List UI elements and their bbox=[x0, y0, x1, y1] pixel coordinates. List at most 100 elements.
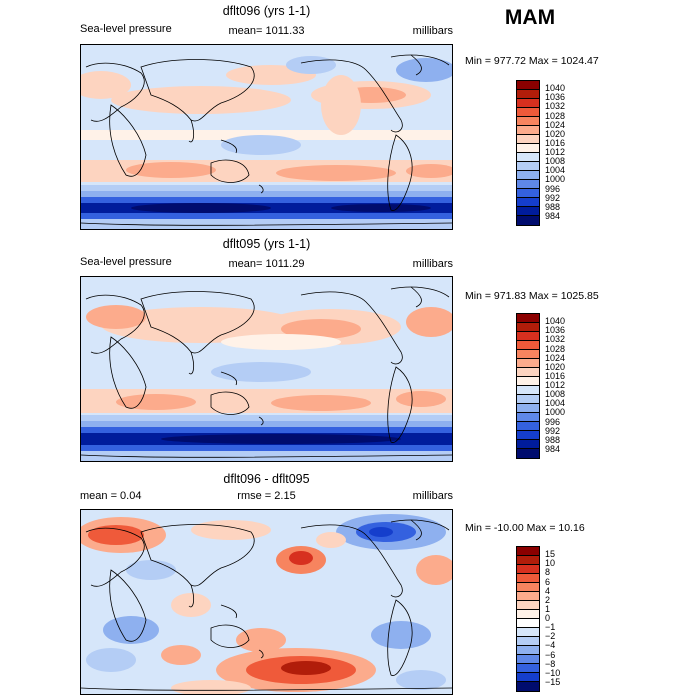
colorbar-swatch bbox=[517, 565, 539, 574]
colorbar-swatch bbox=[517, 207, 539, 216]
panel-2-colorbar bbox=[516, 313, 540, 459]
colorbar-label: −8 bbox=[545, 658, 556, 669]
colorbar-label: 4 bbox=[545, 585, 551, 596]
colorbar-swatch bbox=[517, 189, 539, 198]
panel-3-minmax: Min = -10.00 Max = 10.16 bbox=[465, 522, 585, 534]
panel-1-colorbar bbox=[516, 80, 540, 226]
colorbar-label: 996 bbox=[545, 416, 561, 427]
panel-3-map bbox=[80, 509, 453, 695]
colorbar-swatch bbox=[517, 556, 539, 565]
colorbar-swatch bbox=[517, 449, 539, 458]
colorbar-swatch bbox=[517, 81, 539, 90]
colorbar-label: −15 bbox=[545, 676, 561, 687]
colorbar-swatch bbox=[517, 90, 539, 99]
colorbar-label: 988 bbox=[545, 434, 561, 445]
panel-1-mean-label: mean= 1011.33 bbox=[228, 25, 305, 37]
panel-2-units-label: millibars bbox=[412, 258, 453, 270]
colorbar-label: 984 bbox=[545, 443, 561, 454]
colorbar-swatch bbox=[517, 664, 539, 673]
colorbar-label: 6 bbox=[545, 576, 551, 587]
colorbar-swatch bbox=[517, 368, 539, 377]
panel-1-map bbox=[80, 44, 453, 230]
season-title: MAM bbox=[504, 6, 556, 29]
colorbar-swatch bbox=[517, 413, 539, 422]
colorbar-swatch bbox=[517, 135, 539, 144]
colorbar-label: 1012 bbox=[545, 147, 566, 157]
colorbar-swatch bbox=[517, 637, 539, 646]
colorbar-label: 1016 bbox=[545, 137, 566, 148]
colorbar-label: 1 bbox=[545, 603, 551, 614]
colorbar-swatch bbox=[517, 99, 539, 108]
colorbar-label: 1024 bbox=[545, 119, 566, 130]
colorbar-swatch bbox=[517, 108, 539, 117]
colorbar-swatch bbox=[517, 126, 539, 135]
colorbar-label: 1008 bbox=[545, 156, 566, 167]
colorbar-label: 1040 bbox=[545, 316, 566, 327]
colorbar-label: 8 bbox=[545, 567, 551, 578]
colorbar-label: 1004 bbox=[545, 165, 566, 176]
colorbar-swatch bbox=[517, 422, 539, 431]
colorbar-label: 1016 bbox=[545, 370, 566, 381]
panel-3-mean-label: mean = 0.04 bbox=[80, 490, 142, 502]
colorbar-swatch bbox=[517, 153, 539, 162]
colorbar-label: 1012 bbox=[545, 380, 566, 390]
colorbar-label: 1028 bbox=[545, 110, 566, 121]
colorbar-label: 992 bbox=[545, 425, 561, 436]
colorbar-swatch bbox=[517, 619, 539, 628]
panel-3-title: dflt096 - dflt095 bbox=[223, 472, 310, 486]
colorbar-swatch bbox=[517, 655, 539, 664]
colorbar-swatch bbox=[517, 673, 539, 682]
colorbar-swatch bbox=[517, 592, 539, 601]
colorbar-swatch bbox=[517, 198, 539, 207]
colorbar-label: 992 bbox=[545, 192, 561, 203]
colorbar-swatch bbox=[517, 359, 539, 368]
colorbar-swatch bbox=[517, 601, 539, 610]
colorbar-label: 996 bbox=[545, 183, 561, 194]
panel-1-variable-label: Sea-level pressure bbox=[80, 23, 172, 35]
colorbar-label: 1032 bbox=[545, 101, 566, 112]
panel-2-variable-label: Sea-level pressure bbox=[80, 256, 172, 268]
colorbar-swatch bbox=[517, 117, 539, 126]
panel-2-mean-label: mean= 1011.29 bbox=[228, 258, 305, 270]
colorbar-swatch bbox=[517, 682, 539, 691]
colorbar-swatch bbox=[517, 377, 539, 386]
panel-3-units-label: millibars bbox=[412, 490, 453, 502]
colorbar-label: −10 bbox=[545, 667, 561, 678]
colorbar-label: 1000 bbox=[545, 174, 566, 185]
colorbar-label: 1036 bbox=[545, 325, 566, 336]
panel-3-colorbar bbox=[516, 546, 540, 692]
colorbar-swatch bbox=[517, 171, 539, 180]
panel-1-title: dflt096 (yrs 1-1) bbox=[222, 4, 311, 18]
colorbar-label: 1040 bbox=[545, 83, 566, 94]
colorbar-label: 1028 bbox=[545, 343, 566, 354]
colorbar-swatch bbox=[517, 547, 539, 556]
panel-2-minmax: Min = 971.83 Max = 1025.85 bbox=[465, 290, 599, 302]
colorbar-swatch bbox=[517, 574, 539, 583]
colorbar-label: 1000 bbox=[545, 407, 566, 418]
colorbar-label: 988 bbox=[545, 201, 561, 212]
panel-3-rmse-label: rmse = 2.15 bbox=[237, 490, 296, 502]
colorbar-label: 1004 bbox=[545, 398, 566, 409]
colorbar-swatch bbox=[517, 440, 539, 449]
panel-1-units-label: millibars bbox=[412, 25, 453, 37]
colorbar-swatch bbox=[517, 323, 539, 332]
colorbar-label: −6 bbox=[545, 649, 556, 660]
colorbar-label: 0 bbox=[545, 613, 551, 623]
colorbar-label: −4 bbox=[545, 640, 556, 651]
colorbar-label: 1024 bbox=[545, 352, 566, 363]
colorbar-label: −2 bbox=[545, 631, 556, 642]
colorbar-label: 1036 bbox=[545, 92, 566, 103]
colorbar-label: 10 bbox=[545, 558, 556, 569]
colorbar-swatch bbox=[517, 404, 539, 413]
colorbar-label: 1008 bbox=[545, 389, 566, 400]
panel-1-minmax: Min = 977.72 Max = 1024.47 bbox=[465, 55, 599, 67]
panel-2-title: dflt095 (yrs 1-1) bbox=[222, 237, 311, 251]
colorbar-swatch bbox=[517, 583, 539, 592]
colorbar-swatch bbox=[517, 610, 539, 619]
colorbar-label: 1020 bbox=[545, 361, 566, 372]
colorbar-swatch bbox=[517, 216, 539, 225]
colorbar-label: 15 bbox=[545, 549, 556, 560]
colorbar-swatch bbox=[517, 628, 539, 637]
colorbar-swatch bbox=[517, 144, 539, 153]
colorbar-label: 1032 bbox=[545, 334, 566, 345]
